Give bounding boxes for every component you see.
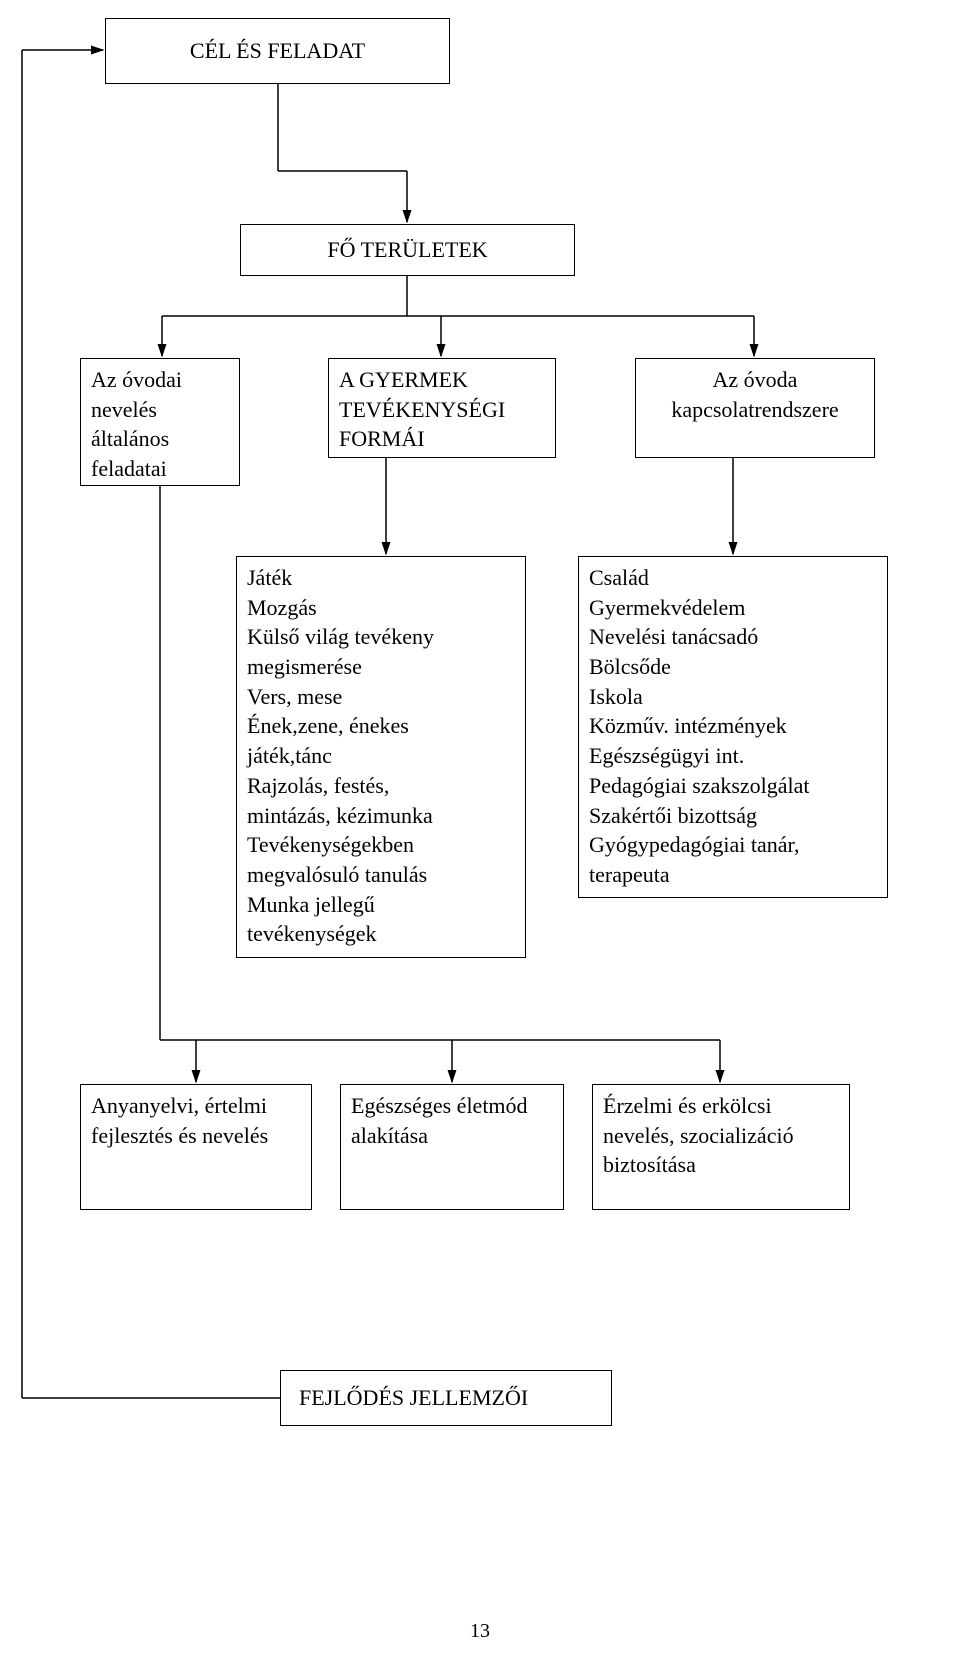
node-partners-line: Iskola [589, 682, 877, 712]
node-tasks-line: feladatai [91, 454, 229, 484]
node-activities-line: Tevékenységekben [247, 830, 515, 860]
node-activities-line: Játék [247, 563, 515, 593]
node-activities-line: mintázás, kézimunka [247, 801, 515, 831]
node-activities-line: Mozgás [247, 593, 515, 623]
node-partners-line: Bölcsőde [589, 652, 877, 682]
node-emotional-moral-line: nevelés, szocializáció [603, 1121, 839, 1151]
node-activities-line: Rajzolás, festés, [247, 771, 515, 801]
node-healthy-lifestyle-line: alakítása [351, 1121, 553, 1151]
node-activities-line: Külső világ tevékeny [247, 622, 515, 652]
node-healthy-lifestyle: Egészséges életmód alakítása [340, 1084, 564, 1210]
node-partners-line: Szakértői bizottság [589, 801, 877, 831]
node-activities-line: megvalósuló tanulás [247, 860, 515, 890]
node-activities-line: megismerése [247, 652, 515, 682]
node-goal-task-label: CÉL ÉS FELADAT [190, 36, 365, 66]
node-development-characteristics-label: FEJLŐDÉS JELLEMZŐI [299, 1383, 528, 1413]
node-forms: A GYERMEK TEVÉKENYSÉGI FORMÁI [328, 358, 556, 458]
node-partners-line: Gyógypedagógiai tanár, [589, 830, 877, 860]
node-partners: Család Gyermekvédelem Nevelési tanácsadó… [578, 556, 888, 898]
node-partners-line: Pedagógiai szakszolgálat [589, 771, 877, 801]
node-activities-line: Vers, mese [247, 682, 515, 712]
node-activities: Játék Mozgás Külső világ tevékeny megism… [236, 556, 526, 958]
node-healthy-lifestyle-line: Egészséges életmód [351, 1091, 553, 1121]
node-partners-line: Család [589, 563, 877, 593]
node-emotional-moral-line: Érzelmi és erkölcsi [603, 1091, 839, 1121]
node-relations-line: Az óvoda [646, 365, 864, 395]
node-partners-line: terapeuta [589, 860, 877, 890]
node-forms-line: FORMÁI [339, 424, 545, 454]
node-partners-line: Gyermekvédelem [589, 593, 877, 623]
node-activities-line: tevékenységek [247, 919, 515, 949]
node-tasks: Az óvodai nevelés általános feladatai [80, 358, 240, 486]
node-emotional-moral-line: biztosítása [603, 1150, 839, 1180]
node-activities-line: Munka jellegű [247, 890, 515, 920]
node-language-dev-line: fejlesztés és nevelés [91, 1121, 301, 1151]
node-tasks-line: nevelés [91, 395, 229, 425]
node-goal-task: CÉL ÉS FELADAT [105, 18, 450, 84]
node-language-dev-line: Anyanyelvi, értelmi [91, 1091, 301, 1121]
node-relations-line: kapcsolatrendszere [646, 395, 864, 425]
node-relations: Az óvoda kapcsolatrendszere [635, 358, 875, 458]
node-forms-line: A GYERMEK [339, 365, 545, 395]
node-main-areas: FŐ TERÜLETEK [240, 224, 575, 276]
node-language-dev: Anyanyelvi, értelmi fejlesztés és nevelé… [80, 1084, 312, 1210]
node-forms-line: TEVÉKENYSÉGI [339, 395, 545, 425]
node-activities-line: játék,tánc [247, 741, 515, 771]
node-tasks-line: Az óvodai [91, 365, 229, 395]
node-activities-line: Ének,zene, énekes [247, 711, 515, 741]
node-partners-line: Nevelési tanácsadó [589, 622, 877, 652]
node-tasks-line: általános [91, 424, 229, 454]
node-main-areas-label: FŐ TERÜLETEK [327, 235, 487, 265]
page-number-value: 13 [470, 1620, 490, 1642]
node-development-characteristics: FEJLŐDÉS JELLEMZŐI [280, 1370, 612, 1426]
page-number: 13 [0, 1620, 960, 1643]
node-partners-line: Közműv. intézmények [589, 711, 877, 741]
node-emotional-moral: Érzelmi és erkölcsi nevelés, szocializác… [592, 1084, 850, 1210]
node-partners-line: Egészségügyi int. [589, 741, 877, 771]
